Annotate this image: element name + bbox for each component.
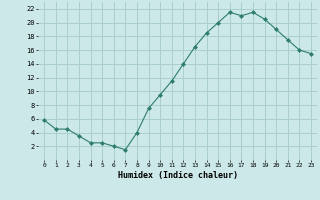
X-axis label: Humidex (Indice chaleur): Humidex (Indice chaleur) (118, 171, 238, 180)
